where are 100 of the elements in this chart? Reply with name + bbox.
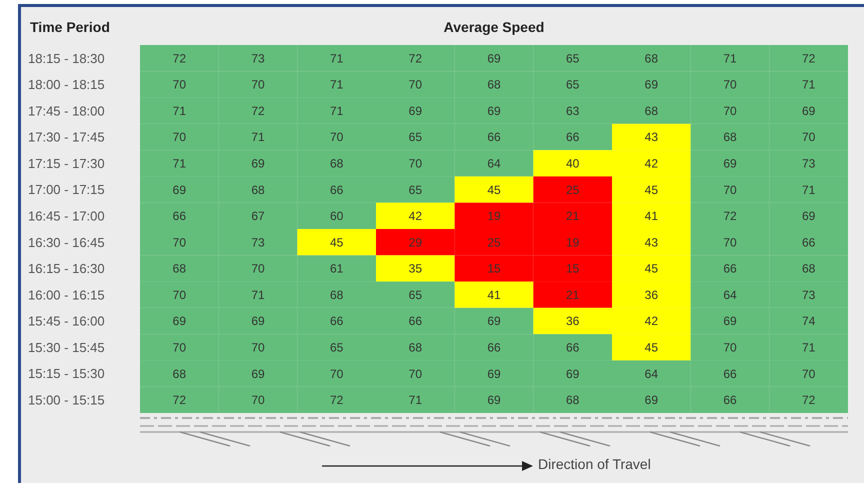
- data-label: 72: [802, 51, 816, 66]
- data-label: 70: [172, 340, 186, 354]
- y-tick-label: 16:00 - 16:15: [28, 287, 105, 302]
- data-label: 36: [566, 314, 580, 328]
- data-label: 45: [644, 182, 658, 197]
- data-label: 71: [330, 78, 344, 92]
- data-label: 72: [723, 209, 737, 224]
- data-label: 66: [330, 314, 344, 328]
- data-label: 45: [487, 182, 501, 197]
- data-label: 66: [723, 262, 737, 276]
- data-label: 72: [802, 393, 816, 408]
- data-label: 43: [644, 130, 658, 144]
- data-label: 61: [330, 262, 344, 276]
- data-label: 69: [723, 156, 737, 170]
- data-label: 69: [251, 156, 265, 170]
- data-label: 70: [330, 130, 344, 144]
- data-label: 73: [802, 156, 816, 170]
- data-label: 72: [408, 51, 422, 66]
- data-label: 29: [408, 235, 422, 250]
- data-label: 70: [802, 366, 816, 381]
- data-label: 41: [487, 288, 501, 302]
- data-label: 64: [487, 156, 501, 170]
- data-label: 70: [172, 78, 186, 92]
- data-label: 69: [408, 104, 422, 118]
- data-label: 71: [251, 130, 265, 144]
- data-label: 70: [723, 235, 737, 250]
- data-label: 60: [330, 209, 344, 224]
- data-label: 21: [566, 209, 580, 224]
- data-label: 69: [802, 209, 816, 224]
- data-label: 66: [723, 366, 737, 381]
- data-label: 63: [566, 104, 580, 118]
- data-label: 69: [723, 314, 737, 328]
- y-tick-label: 17:30 - 17:45: [28, 130, 105, 145]
- text: Direction of Travel: [538, 456, 651, 472]
- data-label: 68: [487, 78, 501, 92]
- y-tick-label: 18:15 - 18:30: [28, 50, 105, 66]
- data-label: 65: [566, 51, 580, 66]
- data-label: 70: [723, 78, 737, 92]
- data-label: 69: [487, 51, 501, 66]
- data-label: 15: [487, 262, 501, 276]
- data-label: 71: [330, 104, 344, 118]
- data-label: 19: [487, 209, 501, 224]
- data-label: 25: [487, 235, 501, 250]
- data-label: 66: [487, 130, 501, 144]
- data-label: 42: [408, 209, 422, 224]
- data-label: 71: [172, 156, 186, 170]
- y-tick-label: 18:00 - 18:15: [28, 77, 105, 92]
- data-label: 42: [644, 156, 658, 170]
- data-label: 69: [487, 314, 501, 328]
- data-label: 72: [330, 393, 344, 408]
- data-label: 70: [723, 104, 737, 118]
- data-label: 69: [644, 78, 658, 92]
- data-label: 67: [251, 209, 265, 224]
- data-label: 70: [408, 366, 422, 381]
- data-label: 71: [408, 393, 422, 408]
- data-label: 73: [251, 51, 265, 66]
- data-label: 19: [566, 235, 580, 250]
- data-label: 71: [802, 182, 816, 197]
- data-label: 68: [802, 262, 816, 276]
- y-tick-label: 15:30 - 15:45: [28, 340, 105, 355]
- data-label: 69: [172, 182, 186, 197]
- data-label: 25: [566, 182, 580, 197]
- data-label: 70: [251, 262, 265, 276]
- data-label: 42: [644, 314, 658, 328]
- data-label: 40: [566, 156, 580, 170]
- data-label: 69: [251, 366, 265, 381]
- data-label: 68: [330, 156, 344, 170]
- y-tick-label: 16:30 - 16:45: [28, 234, 105, 250]
- data-label: 65: [408, 288, 422, 302]
- y-tick-label: 15:15 - 15:30: [28, 366, 105, 382]
- data-label: 21: [566, 288, 580, 302]
- data-label: 68: [408, 340, 422, 354]
- data-label: 65: [566, 78, 580, 92]
- data-label: 70: [172, 130, 186, 144]
- data-label: 64: [644, 366, 658, 381]
- data-label: 35: [408, 262, 422, 276]
- data-label: 66: [723, 393, 737, 408]
- data-label: 65: [330, 340, 344, 354]
- y-tick-label: 17:00 - 17:15: [28, 182, 105, 198]
- data-label: 68: [644, 51, 658, 66]
- data-label: 69: [487, 366, 501, 381]
- data-label: 71: [251, 288, 265, 302]
- data-label: 70: [330, 366, 344, 381]
- data-label: 70: [723, 182, 737, 197]
- data-label: 15: [566, 262, 580, 276]
- data-label: 66: [802, 235, 816, 250]
- data-label: 71: [172, 104, 186, 118]
- data-label: 71: [802, 340, 816, 354]
- y-tick-label: 15:45 - 16:00: [28, 314, 105, 329]
- data-label: 70: [251, 78, 265, 92]
- data-label: 65: [408, 130, 422, 144]
- data-label: 66: [330, 182, 344, 197]
- data-label: 68: [644, 104, 658, 118]
- data-label: 69: [644, 393, 658, 408]
- y-tick-label: 17:45 - 18:00: [28, 103, 105, 118]
- data-label: 70: [251, 340, 265, 354]
- data-label: 71: [723, 51, 737, 66]
- y-tick-label: 16:45 - 17:00: [28, 208, 105, 224]
- data-label: 69: [487, 393, 501, 408]
- data-label: 71: [802, 78, 816, 92]
